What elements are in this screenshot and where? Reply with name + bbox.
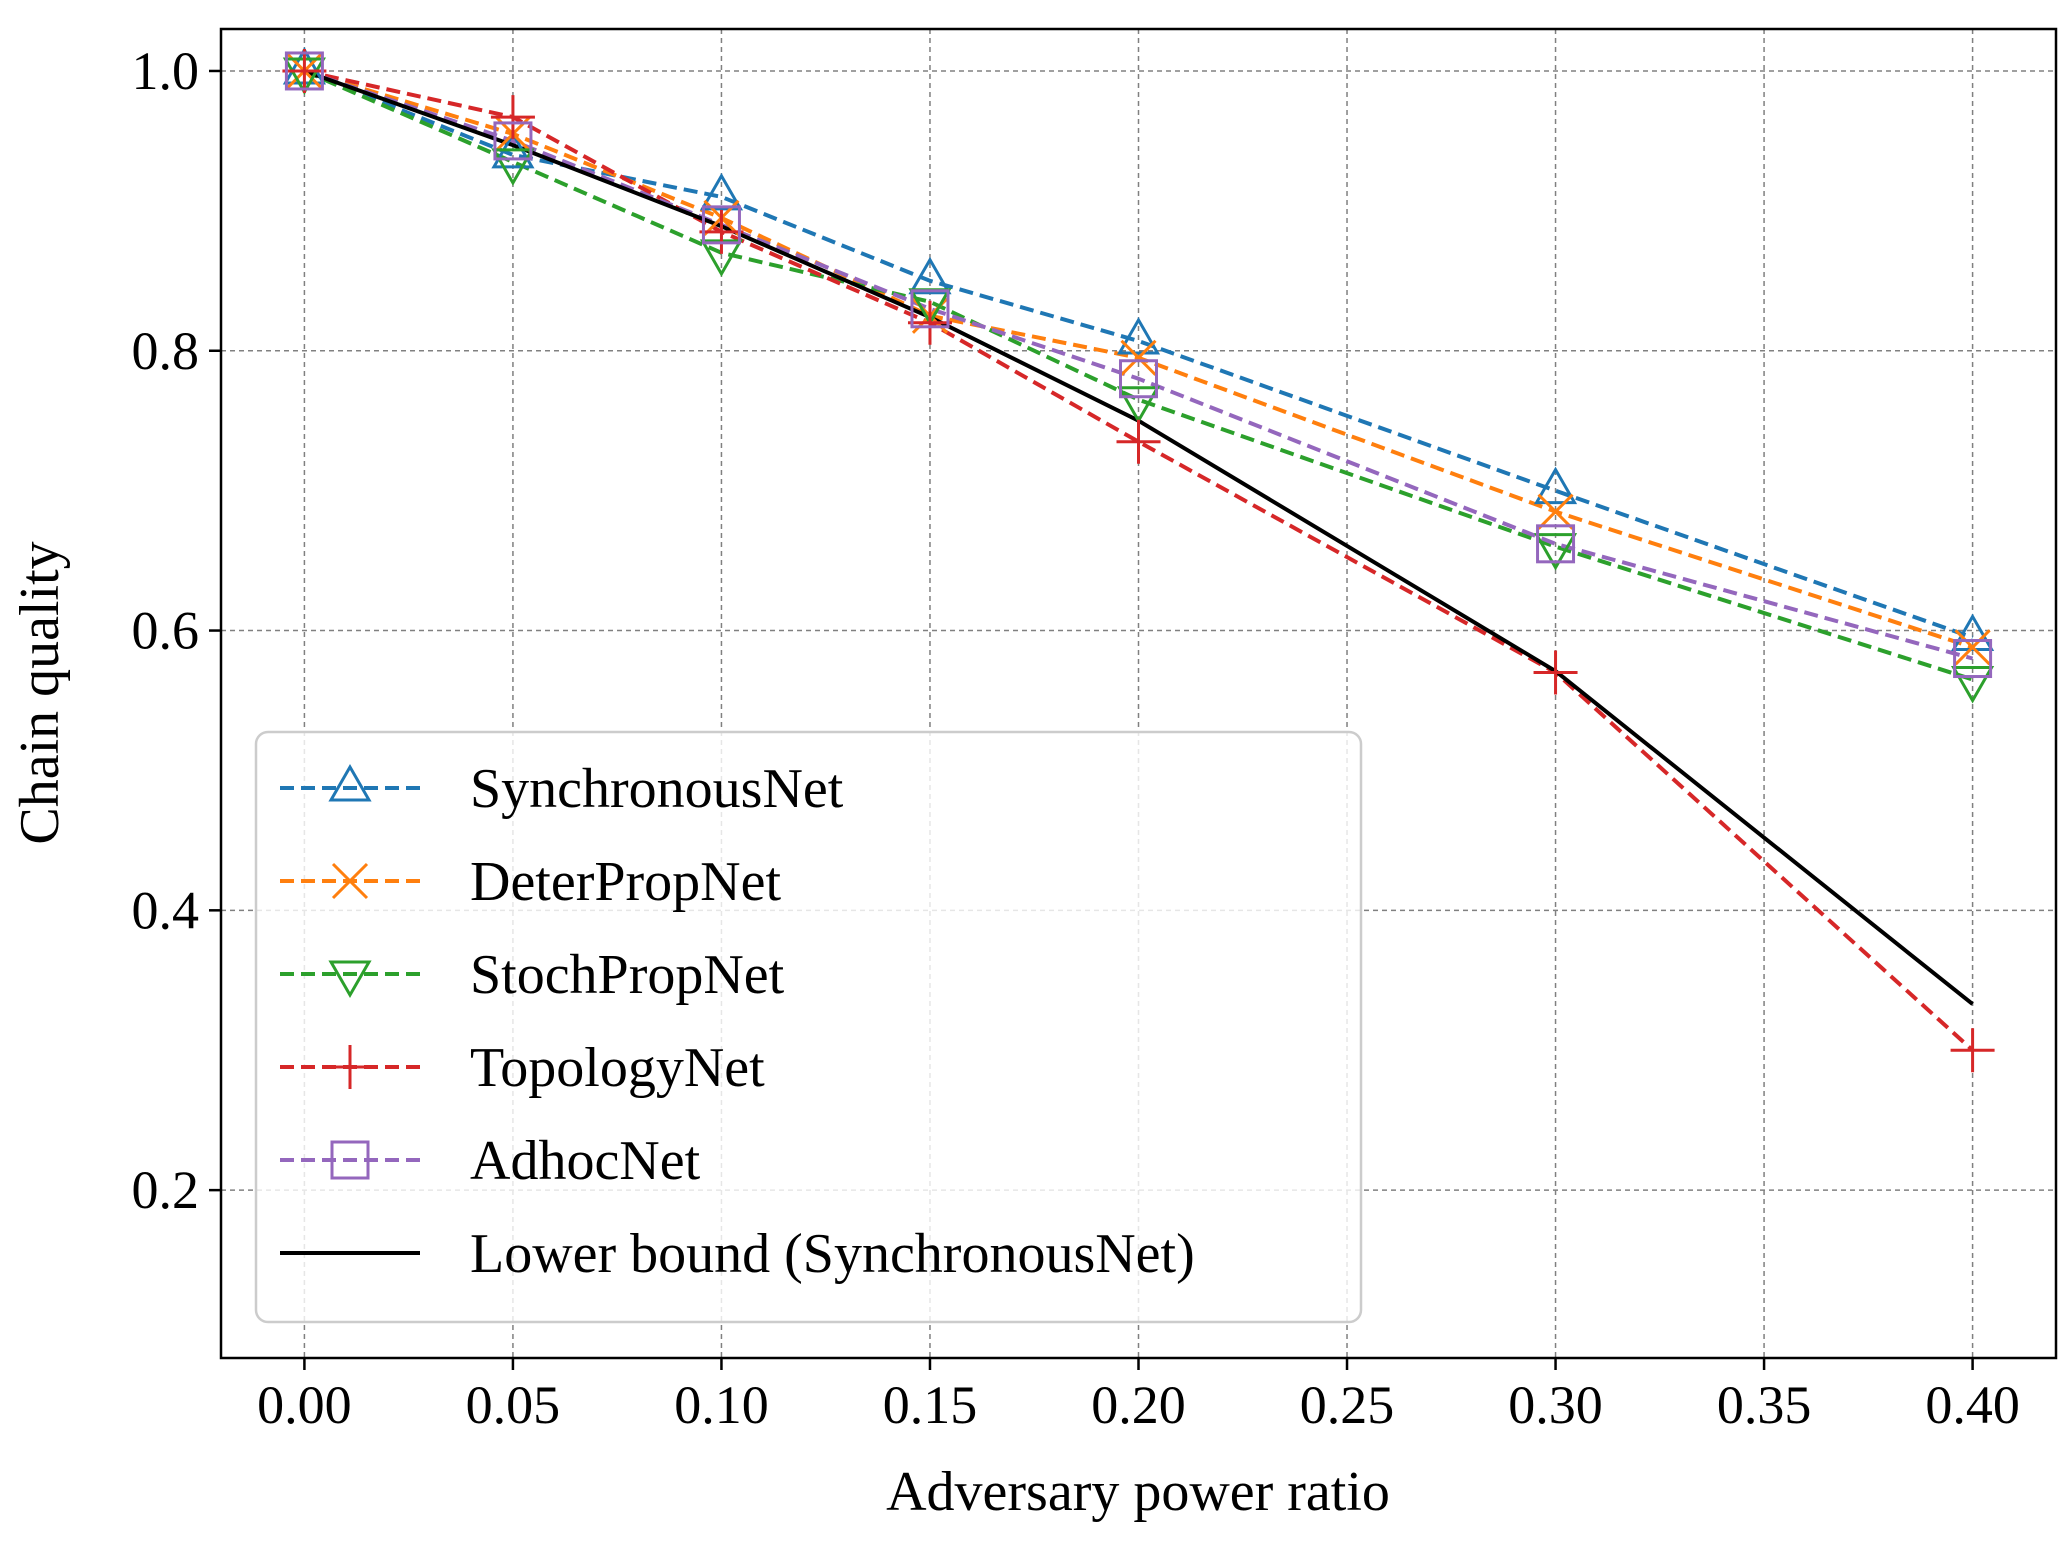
legend-marker-stochpropnet: [328, 960, 372, 999]
data-point-topologynet: [490, 95, 535, 140]
legend-label-deterpropnet: DeterPropNet: [470, 851, 781, 913]
data-point-deterpropnet: [1537, 493, 1574, 530]
data-point-adhocnet: [910, 289, 950, 329]
x-tick-label: 0.05: [466, 1375, 561, 1435]
data-point-synchronousnet: [1116, 316, 1161, 355]
data-point-topologynet: [1533, 650, 1578, 695]
legend-label-synchronousnet: SynchronousNet: [470, 758, 844, 820]
data-point-topologynet: [699, 209, 744, 254]
data-point-adhocnet: [701, 205, 741, 245]
data-point-adhocnet: [1953, 639, 1993, 679]
legend-marker-topologynet: [328, 1045, 372, 1089]
legend-marker-synchronousnet: [328, 763, 372, 802]
legend-label-lower-bound-synchronousnet: Lower bound (SynchronousNet): [470, 1223, 1195, 1285]
data-point-stochpropnet: [1950, 666, 1995, 704]
data-point-stochpropnet: [1533, 533, 1578, 571]
data-point-adhocnet: [1119, 359, 1158, 399]
data-point-synchronousnet: [1950, 613, 1995, 652]
data-point-topologynet: [907, 300, 952, 345]
x-tick-label: 0.25: [1300, 1375, 1395, 1435]
data-point-synchronousnet: [699, 172, 744, 211]
x-tick-label: 0.40: [1925, 1375, 2020, 1435]
y-tick-label: 0.4: [132, 880, 200, 940]
x-tick-label: 0.20: [1091, 1375, 1186, 1435]
x-tick-label: 0.35: [1717, 1375, 1812, 1435]
data-point-topologynet: [1116, 419, 1161, 464]
x-tick-label: 0.00: [257, 1375, 352, 1435]
x-tick-label: 0.30: [1508, 1375, 1603, 1435]
y-tick-label: 0.2: [132, 1160, 200, 1220]
data-point-adhocnet: [284, 51, 324, 91]
data-point-adhocnet: [1536, 524, 1576, 564]
legend-label-adhocnet: AdhocNet: [470, 1130, 701, 1192]
x-tick-label: 0.15: [883, 1375, 978, 1435]
legend: SynchronousNet DeterPropNet StochPropNet To…: [254, 730, 1363, 1324]
x-axis: 0.00 0.05 0.10 0.15 0.20 0.25 0.30 0.35 0.40: [257, 1358, 2020, 1435]
data-point-deterpropnet: [1120, 339, 1157, 376]
y-axis-label: Chain quality: [9, 541, 71, 844]
y-tick-label: 0.8: [132, 321, 200, 381]
data-point-synchronousnet: [1533, 466, 1578, 505]
data-point-adhocnet: [493, 121, 533, 161]
x-tick-label: 0.10: [674, 1375, 769, 1435]
series-markers: [282, 46, 1995, 1073]
data-point-topologynet: [1950, 1028, 1995, 1073]
y-axis: 0.2 0.4 0.6 0.8 1.0: [132, 41, 221, 1220]
legend-marker-deterpropnet: [331, 862, 369, 900]
data-point-synchronousnet: [908, 256, 952, 295]
legend-marker-adhocnet: [330, 1140, 370, 1180]
y-tick-label: 0.6: [132, 601, 200, 661]
data-point-deterpropnet: [1954, 629, 1991, 666]
series-line-synchronousnet: [303, 69, 1974, 640]
data-point-topologynet: [282, 48, 327, 93]
series-line-adhocnet: [303, 69, 1974, 661]
legend-label-topologynet: TopologyNet: [470, 1037, 765, 1099]
legend-label-stochpropnet: StochPropNet: [470, 944, 785, 1006]
legend-box: [254, 730, 1363, 1324]
data-point-stochpropnet: [491, 148, 535, 186]
y-tick-label: 1.0: [132, 41, 200, 101]
data-point-stochpropnet: [1116, 386, 1161, 424]
x-axis-label: Adversary power ratio: [886, 1461, 1390, 1523]
